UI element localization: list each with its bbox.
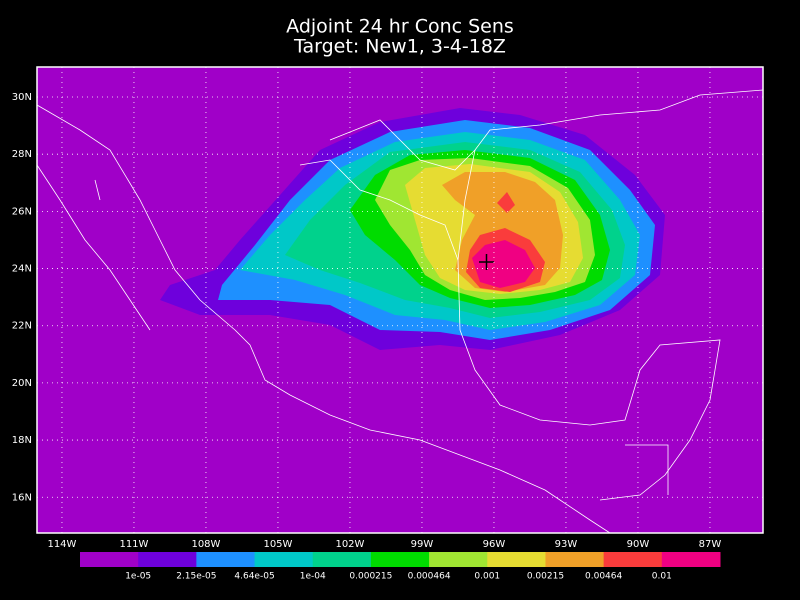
colorbar-label: 1e-05 [125,572,151,582]
title-line: Target: New1, 3-4-18Z [293,36,506,58]
colorbar-label: 0.000215 [349,572,392,582]
y-tick-label: 16N [12,492,32,503]
x-tick-label: 108W [191,539,220,550]
colorbar-swatch [138,552,197,567]
coastline [36,164,151,331]
x-tick-label: 105W [263,539,292,550]
x-tick-label: 93W [555,539,578,550]
title-line: Adjoint 24 hr Conc Sens [286,16,514,38]
coastline [457,149,721,501]
plot-frame [36,66,764,534]
contour-field [160,108,665,350]
y-tick-label: 30N [12,92,32,103]
coastline [36,104,611,534]
x-tick-label: 96W [483,539,506,550]
coastline [329,89,764,171]
border [299,159,669,495]
colorbar-swatch [312,552,372,567]
x-tick-label: 90W [627,539,650,550]
colorbar-label: 0.01 [652,572,672,582]
target-marker [479,254,494,270]
contour-band [497,192,515,213]
y-tick-label: 24N [12,264,32,275]
colorbar-swatch [487,552,546,567]
colorbar-label: 1e-04 [300,572,326,582]
y-tick-label: 28N [12,149,32,160]
colorbar-label: 0.000464 [408,572,451,582]
x-tick-label: 87W [699,539,722,550]
colorbar-label: 0.00215 [527,572,564,582]
x-tick-label: 102W [335,539,364,550]
colorbar-swatch [661,552,721,567]
colorbar-swatch [429,552,488,567]
x-tick-label: 99W [411,539,434,550]
colorbar-label: 0.00464 [585,572,622,582]
x-tick-label: 111W [119,539,148,550]
grid [37,67,763,533]
colorbar-swatch [254,552,314,567]
y-tick-label: 22N [12,321,32,332]
colorbar-swatch [370,552,430,567]
colorbar-label: 2.15e-05 [176,572,216,582]
y-tick-label: 20N [12,378,32,389]
colorbar-swatch [545,552,605,567]
y-tick-label: 18N [12,435,32,446]
colorbar-label: 0.001 [474,572,500,582]
colorbar-swatch [603,552,663,567]
colorbar-swatch [196,552,256,567]
colorbar: 1e-05 2.15e-05 4.64e-05 1e-04 0.000215 0.0004… [80,552,721,582]
coastlines [36,89,764,534]
x-tick-label: 114W [47,539,76,550]
colorbar-swatch [80,552,139,567]
contour-band [472,240,535,288]
y-tick-label: 26N [12,206,32,217]
colorbar-label: 4.64e-05 [234,572,274,582]
